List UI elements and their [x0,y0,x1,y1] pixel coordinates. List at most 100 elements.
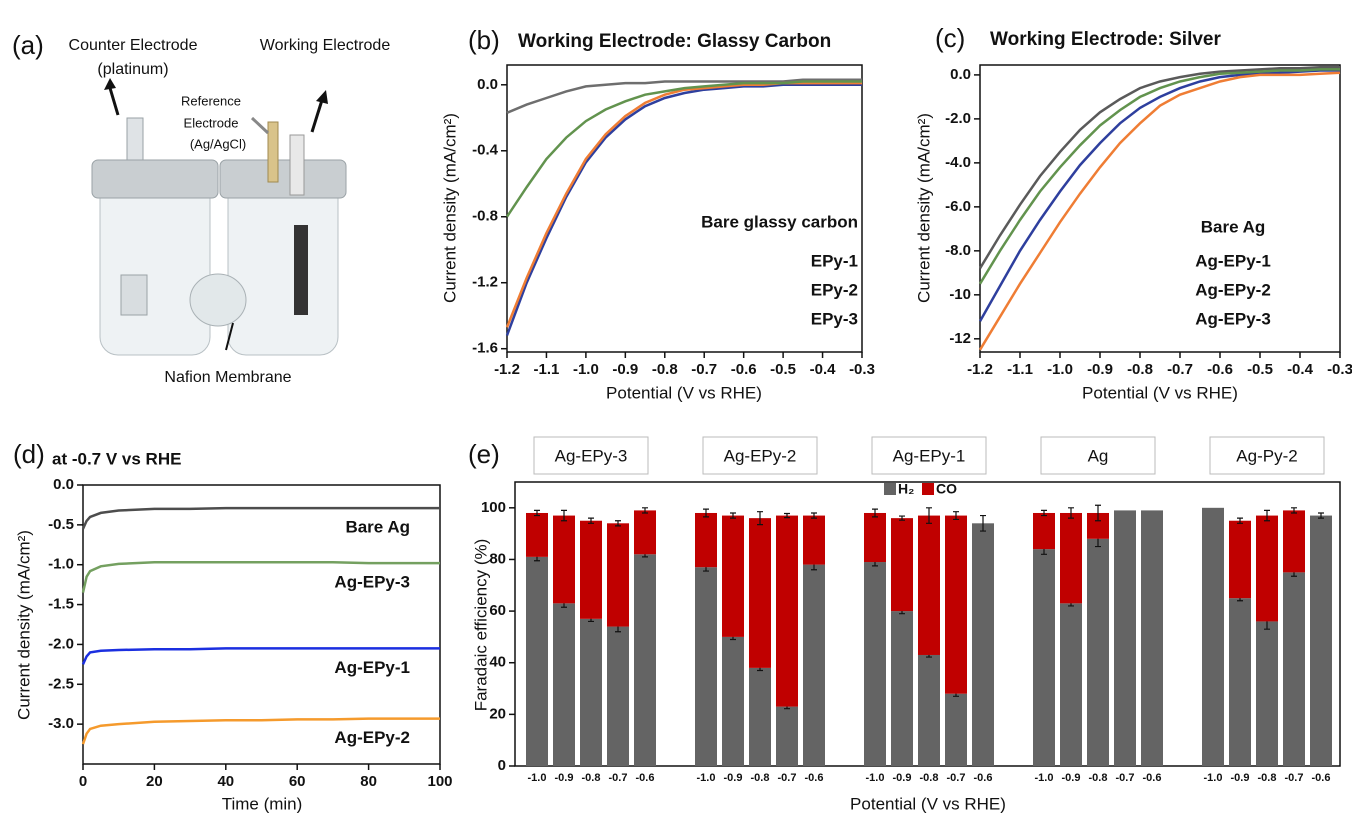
x-tick-label: -0.5 [1247,361,1273,378]
series-line [506,78,862,114]
group-label: Ag-EPy-3 [555,446,628,465]
x-tick-label: -0.6 [1143,772,1162,784]
legend-entry: Ag-EPy-3 [334,573,410,592]
plot-frame [979,64,1341,353]
bar-segment [1033,549,1055,766]
series-line [81,561,440,593]
x-axis-label: Potential (V vs RHE) [850,794,1006,813]
x-tick-label: 0 [79,773,87,790]
arrow [310,99,324,133]
x-axis-label: Potential (V vs RHE) [606,383,762,402]
bar-segment [749,518,771,668]
bar-segment [553,515,575,604]
x-tick-label: -1.0 [1047,361,1073,378]
bar-segment [1141,510,1163,766]
group-box [533,436,649,475]
x-tick-label: -0.6 [805,772,824,784]
x-tick-label: -0.3 [849,361,875,378]
y-tick-label: -1.5 [48,596,74,613]
y-tick-label: -8.0 [945,242,971,259]
error-bar [730,512,736,519]
y-tick-label: -2.5 [48,675,74,692]
error-bar [615,520,621,527]
bar-segment [891,611,913,766]
x-tick-label: -0.8 [1258,772,1277,784]
x-tick-label: -0.4 [1287,361,1314,378]
x-tick-label: -0.8 [1127,361,1153,378]
y-tick-label: -2.0 [48,635,74,652]
y-tick-label: 0.0 [950,66,971,83]
y-tick-label: -3.0 [48,715,74,732]
plot-frame [82,484,441,765]
bar-segment [526,556,548,766]
x-tick-label: -0.6 [731,361,757,378]
x-tick-label: -0.8 [1089,772,1108,784]
y-tick-label: 40 [489,654,506,671]
error-bar [1264,509,1270,522]
bar-segment [891,518,913,612]
error-bar [1291,507,1297,514]
x-axis-label: Time (min) [222,794,303,813]
y-tick-label: -0.8 [472,208,498,225]
x-tick-label: -0.9 [555,772,574,784]
annotation: Reference [181,93,241,108]
error-bar [953,511,959,521]
arrow-head [316,90,328,104]
bar-segment [607,523,629,627]
legend-entry: EPy-1 [811,251,858,270]
x-tick-label: -1.0 [528,772,547,784]
y-tick-label: -4.0 [945,154,971,171]
y-tick-label: -1.6 [472,340,498,357]
y-tick-label: 0.0 [53,476,74,493]
annotation: Nafion Membrane [164,369,291,386]
x-tick-label: -0.8 [652,361,678,378]
panel-label: (b) [468,25,500,55]
error-bar [1095,504,1101,522]
x-tick-label: 80 [360,773,377,790]
bar-segment [1114,510,1136,766]
bar-segment [526,512,548,557]
counter-electrode [126,117,144,161]
x-tick-label: -0.7 [1285,772,1304,784]
arrow-head [104,78,116,90]
chart-title: Working Electrode: Glassy Carbon [518,31,831,52]
bar-segment [945,693,967,766]
annotation: Counter Electrode [69,37,198,54]
legend-entry: CO [936,481,957,497]
bar-segment [695,567,717,766]
bar-segment [1087,512,1109,539]
x-tick-label: -0.7 [947,772,966,784]
x-tick-label: -1.1 [1007,361,1033,378]
group-label: Ag-Py-2 [1236,446,1297,465]
chart-title: Working Electrode: Silver [990,29,1221,50]
error-bar [1041,509,1047,517]
legend-swatch [922,483,934,495]
x-tick-label: -1.1 [534,361,560,378]
legend-entry: Ag-EPy-2 [334,728,410,747]
bar-segment [803,515,825,565]
y-tick-label: -1.2 [472,274,498,291]
x-tick-label: -1.0 [1204,772,1223,784]
y-tick-label: -2.0 [945,110,971,127]
x-tick-label: -0.7 [691,361,717,378]
chart-title: at -0.7 V vs RHE [52,449,181,468]
legend-entry: Ag-EPy-1 [1195,251,1271,270]
counter-cap [91,159,219,199]
series-line [81,506,440,530]
legend-entry: Bare glassy carbon [701,212,858,231]
error-bar [561,509,567,522]
bar-segment [1060,603,1082,766]
x-tick-label: -0.8 [751,772,770,784]
error-bar [899,515,905,521]
y-tick-label: -12 [949,330,971,347]
error-bar [811,512,817,519]
legend-entry: Ag-EPy-3 [1195,309,1271,328]
x-tick-label: -0.4 [810,361,837,378]
x-tick-label: -1.2 [967,361,993,378]
y-tick-label: 100 [481,499,506,516]
bar-segment [607,626,629,766]
panel-label: (e) [468,439,500,469]
series-line [978,65,1340,270]
bar-segment [1256,621,1278,766]
